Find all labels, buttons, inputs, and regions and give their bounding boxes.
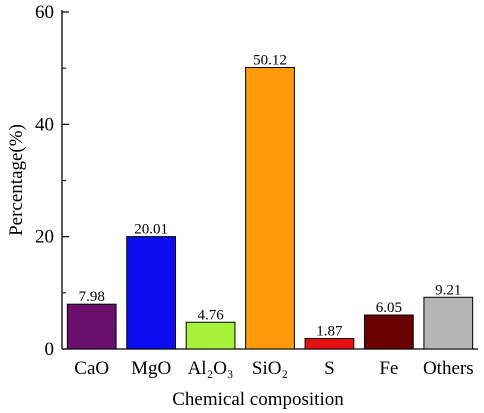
y-tick-label: 0 [45,339,55,360]
x-tick-label: CaO [74,358,109,379]
bar [126,236,177,350]
x-axis-title: Chemical composition [172,389,344,410]
data-label: 7.98 [79,289,105,305]
data-label: 1.87 [316,323,343,339]
y-tick-label: 60 [35,2,54,23]
bar [66,303,117,350]
x-tick-label: Al₂O₃ [188,358,234,379]
data-label: 6.05 [376,300,402,316]
y-tick-label: 20 [35,227,54,248]
data-label: 20.01 [134,222,168,238]
bar [363,314,414,350]
data-label: 50.12 [253,52,287,68]
x-tick-label: Fe [379,358,398,379]
bar [185,321,236,350]
data-label: 4.76 [197,307,224,323]
data-label: 9.21 [435,282,461,298]
bar [245,66,295,350]
x-tick-label: S [324,358,335,379]
y-tick-label: 40 [35,114,54,135]
labels: 7.98 CaO 20.01 MgO 4.76 Al₂O₃ 50.12 SiO₂ 1.87 S 6.… [74,52,473,379]
bars [66,66,474,350]
bar [423,296,474,350]
x-tick-label: MgO [131,358,171,379]
x-tick-label: SiO₂ [252,358,288,379]
bar [304,337,355,350]
x-tick-label: Others [423,358,474,379]
y-axis-title: Percentage(%) [6,124,27,236]
